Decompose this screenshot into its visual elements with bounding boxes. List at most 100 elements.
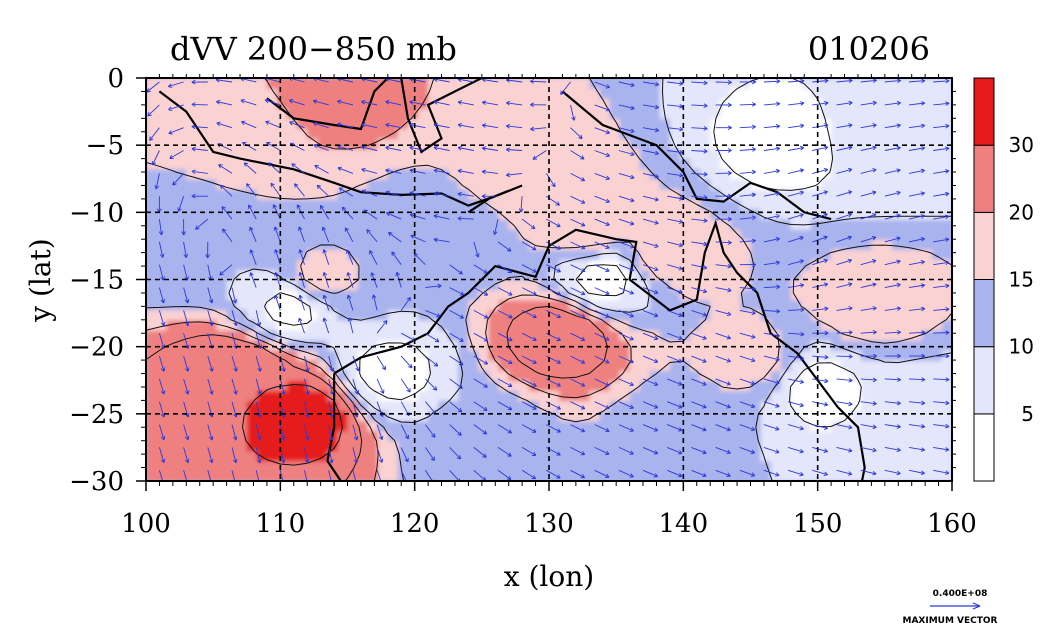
contour-cell <box>629 259 641 271</box>
contour-cell <box>589 450 600 462</box>
contour-cell <box>911 108 923 119</box>
contour-cell <box>629 319 641 331</box>
contour-cell <box>629 138 641 150</box>
contour-cell <box>599 340 611 351</box>
contour-cell <box>901 420 913 432</box>
contour-cell <box>730 400 742 412</box>
contour-cell <box>680 360 691 371</box>
contour-cell <box>468 319 480 331</box>
contour-cell <box>528 390 540 401</box>
contour-cell <box>146 329 157 341</box>
contour-cell <box>760 470 772 481</box>
contour-cell <box>146 299 157 311</box>
contour-cell <box>931 239 943 250</box>
contour-cell <box>599 118 611 129</box>
contour-cell <box>861 319 872 331</box>
contour-cell <box>599 209 611 220</box>
contour-cell <box>448 279 459 291</box>
contour-cell <box>287 239 298 250</box>
contour-cell <box>891 420 903 432</box>
contour-cell <box>881 340 893 351</box>
contour-cell <box>831 309 842 321</box>
contour-cell <box>307 370 318 381</box>
contour-cell <box>256 259 268 271</box>
contour-cell <box>760 138 772 150</box>
contour-cell <box>176 249 187 260</box>
contour-cell <box>448 138 459 150</box>
contour-cell <box>518 460 530 472</box>
contour-cell <box>841 188 852 200</box>
contour-cell <box>387 279 399 291</box>
contour-cell <box>146 78 157 89</box>
contour-cell <box>317 78 328 89</box>
contour-cell <box>206 219 218 230</box>
contour-cell <box>367 450 379 462</box>
contour-cell <box>810 168 822 180</box>
contour-cell <box>881 279 893 291</box>
contour-cell <box>619 299 631 311</box>
contour-cell <box>760 309 772 321</box>
contour-cell <box>468 289 480 301</box>
y-tick-label: −15 <box>69 266 124 296</box>
contour-cell <box>518 390 530 401</box>
contour-cell <box>216 380 228 391</box>
contour-cell <box>609 299 621 311</box>
contour-cell <box>508 460 520 472</box>
contour-cell <box>277 460 288 472</box>
contour-cell <box>891 198 903 210</box>
contour-cell <box>186 118 197 129</box>
contour-cell <box>377 178 389 190</box>
contour-cell <box>569 219 580 230</box>
contour-cell <box>438 340 449 351</box>
contour-cell <box>337 350 349 361</box>
contour-cell <box>226 380 238 391</box>
contour-cell <box>549 299 560 311</box>
contour-cell <box>690 440 701 452</box>
contour-cell <box>669 148 681 160</box>
contour-cell <box>458 148 469 160</box>
contour-cell <box>599 350 611 361</box>
contour-cell <box>710 128 721 140</box>
contour-cell <box>730 460 742 472</box>
contour-cell <box>730 168 742 180</box>
contour-cell <box>317 229 328 240</box>
contour-cell <box>821 88 832 99</box>
contour-cell <box>629 168 641 180</box>
contour-cell <box>569 370 580 381</box>
contour-cell <box>367 400 379 412</box>
contour-cell <box>337 400 349 412</box>
contour-cell <box>760 380 772 391</box>
contour-cell <box>508 420 520 432</box>
contour-cell <box>710 420 721 432</box>
contour-cell <box>458 450 469 462</box>
contour-cell <box>357 309 369 321</box>
contour-cell <box>690 329 701 341</box>
contour-cell <box>931 460 943 472</box>
contour-cell <box>266 269 278 281</box>
contour-cell <box>810 269 822 281</box>
contour-cell <box>407 229 419 240</box>
contour-cell <box>579 420 590 432</box>
contour-cell <box>327 108 339 119</box>
contour-cell <box>921 309 933 321</box>
contour-cell <box>871 420 883 432</box>
contour-cell <box>186 340 197 351</box>
contour-cell <box>810 98 822 109</box>
contour-cell <box>569 178 580 190</box>
contour-cell <box>659 188 671 200</box>
contour-cell <box>488 360 500 371</box>
contour-cell <box>750 360 762 371</box>
contour-cell <box>297 178 308 190</box>
contour-cell <box>287 229 298 240</box>
contour-cell <box>377 88 389 99</box>
contour-cell <box>146 188 157 200</box>
contour-cell <box>911 259 923 271</box>
contour-cell <box>680 108 691 119</box>
contour-cell <box>871 249 883 260</box>
contour-cell <box>931 370 943 381</box>
contour-cell <box>478 209 490 220</box>
contour-cell <box>307 430 318 442</box>
contour-cell <box>579 158 590 170</box>
contour-cell <box>559 279 570 291</box>
contour-cell <box>720 340 731 351</box>
